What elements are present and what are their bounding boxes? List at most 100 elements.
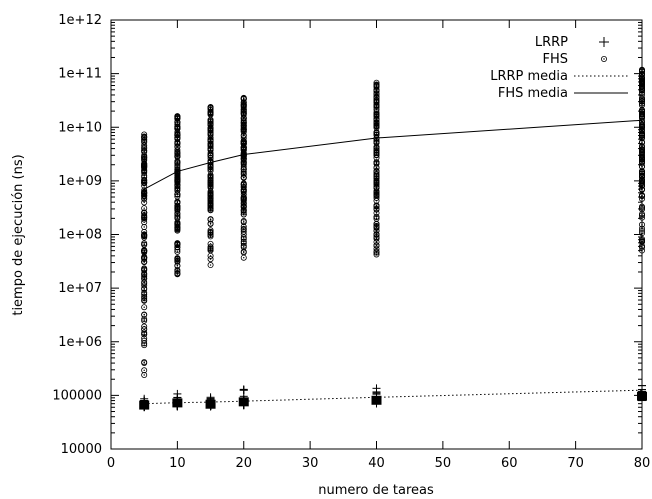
fhs-point <box>174 150 181 157</box>
fhs-point-center <box>641 184 643 187</box>
fhs-point-center <box>176 261 179 263</box>
fhs-point-center <box>209 187 212 189</box>
fhs-point-center <box>375 106 378 109</box>
fhs-point-center <box>143 175 145 177</box>
fhs-point <box>141 367 148 374</box>
fhs-point-center <box>143 201 145 204</box>
fhs-point <box>207 184 214 191</box>
fhs-point-center <box>243 108 245 110</box>
fhs-point <box>373 86 380 93</box>
fhs-point-center <box>209 169 212 172</box>
fhs-point-center <box>143 362 145 364</box>
fhs-point <box>141 270 148 277</box>
fhs-point <box>207 172 214 179</box>
fhs-point-center <box>176 123 179 126</box>
fhs-point-center <box>143 250 145 252</box>
legend-fhs-marker-center <box>603 58 605 60</box>
fhs-point-center <box>375 88 378 91</box>
fhs-point-center <box>243 140 245 142</box>
fhs-point-center <box>143 318 145 320</box>
fhs-point-center <box>176 188 179 191</box>
fhs-point-center <box>641 227 643 230</box>
fhs-point <box>639 155 646 162</box>
fhs-point-center <box>375 181 378 183</box>
fhs-point-center <box>176 270 179 272</box>
fhs-point-center <box>243 113 245 116</box>
fhs-point <box>240 95 247 102</box>
fhs-point <box>240 166 247 173</box>
fhs-point-center <box>243 229 245 231</box>
fhs-point-center <box>641 71 643 73</box>
y-tick-label: 1e+07 <box>58 281 102 296</box>
fhs-point-center <box>243 246 245 248</box>
fhs-point-center <box>143 198 145 200</box>
fhs-point-center <box>641 194 643 196</box>
fhs-point <box>141 131 148 138</box>
fhs-point-center <box>143 342 145 345</box>
fhs-point <box>174 270 181 277</box>
fhs-point-center <box>143 272 145 275</box>
fhs-point <box>207 155 214 162</box>
fhs-point-center <box>176 156 179 158</box>
fhs-point-center <box>243 102 245 104</box>
fhs-point-center <box>243 147 245 150</box>
fhs-point <box>373 238 380 245</box>
fhs-point-center <box>143 156 145 159</box>
fhs-point-center <box>176 229 179 232</box>
fhs-point <box>174 227 181 234</box>
y-tick-label: 1e+10 <box>58 120 102 135</box>
lrrp-cluster <box>205 399 216 409</box>
fhs-point <box>141 192 148 199</box>
fhs-point <box>141 199 148 206</box>
fhs-point-center <box>143 141 145 143</box>
fhs-point-center <box>375 208 378 211</box>
fhs-point <box>240 248 247 255</box>
legend-fhs-media-label: FHS media <box>498 86 568 101</box>
fhs-point <box>373 227 380 234</box>
fhs-point-center <box>143 274 145 276</box>
fhs-point <box>639 68 646 75</box>
fhs-point-center <box>243 183 245 186</box>
fhs-point-center <box>641 205 643 208</box>
fhs-point <box>141 359 148 366</box>
fhs-point <box>207 220 214 227</box>
y-axis-label: tiempo de ejecución (ns) <box>11 154 26 315</box>
fhs-point <box>639 182 646 189</box>
fhs-point-center <box>641 129 643 131</box>
fhs-point-center <box>375 177 378 179</box>
fhs-point-center <box>375 216 378 218</box>
fhs-point-center <box>243 177 245 179</box>
fhs-point <box>639 91 646 98</box>
fhs-point-center <box>243 172 245 174</box>
fhs-point <box>240 204 247 211</box>
fhs-point-center <box>176 133 179 135</box>
fhs-point-center <box>209 203 212 205</box>
fhs-point-center <box>641 249 643 252</box>
fhs-point-center <box>143 207 145 209</box>
fhs-point <box>174 140 181 147</box>
fhs-point-center <box>209 111 212 114</box>
fhs-point-center <box>641 104 643 106</box>
fhs-point-center <box>176 243 179 245</box>
fhs-point-center <box>209 218 212 221</box>
fhs-point <box>639 176 646 183</box>
fhs-point-center <box>375 233 378 235</box>
fhs-point <box>207 131 214 138</box>
fhs-point-center <box>209 106 212 108</box>
fhs-point-center <box>209 107 212 110</box>
fhs-point <box>207 201 214 208</box>
fhs-point <box>141 240 148 247</box>
fhs-point <box>639 98 646 105</box>
fhs-point-center <box>375 162 378 164</box>
fhs-point-center <box>143 300 145 302</box>
fhs-point-center <box>375 105 378 107</box>
fhs-point <box>373 203 380 210</box>
fhs-point-center <box>209 264 212 266</box>
fhs-point <box>240 188 247 195</box>
fhs-point-center <box>243 220 245 222</box>
fhs-point-center <box>375 217 378 220</box>
lrrp-media-line <box>144 389 643 405</box>
fhs-point-center <box>176 264 179 267</box>
fhs-point-center <box>375 100 378 103</box>
fhs-point-center <box>176 195 179 198</box>
